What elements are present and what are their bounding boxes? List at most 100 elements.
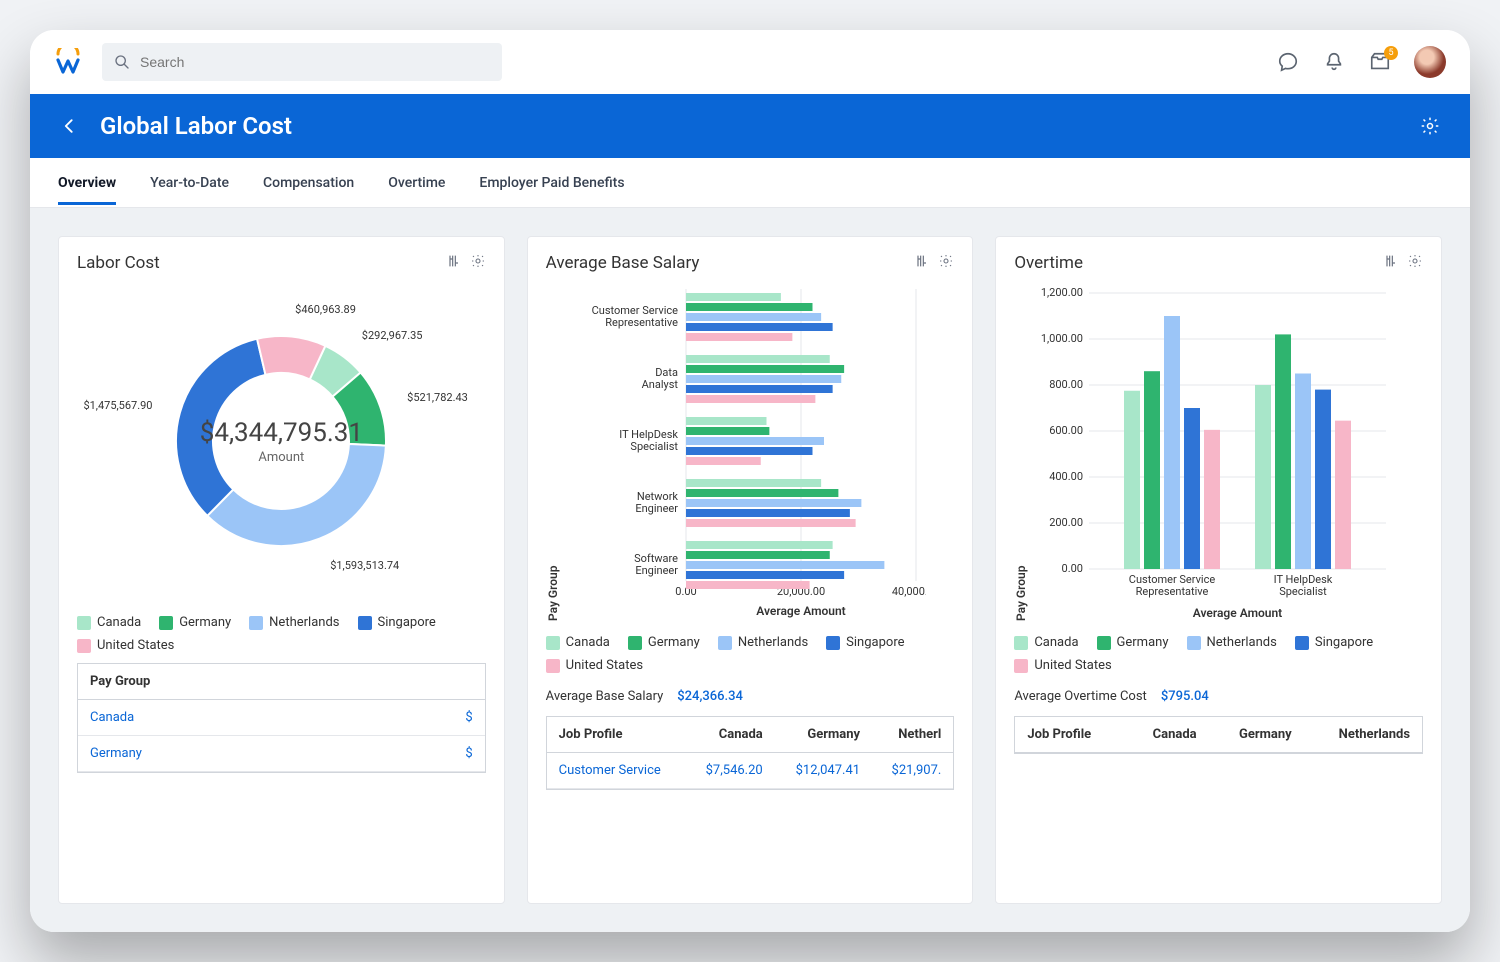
filter-icon[interactable] [1383,253,1399,273]
table-cell[interactable]: $ [375,736,485,772]
legend-label: Singapore [846,635,904,650]
summary-value: $24,366.34 [677,689,743,704]
inbox-badge: 5 [1384,46,1398,60]
legend-item[interactable]: Netherlands [249,615,339,630]
legend-item[interactable]: Canada [546,635,610,650]
donut-center-label: Amount [200,450,363,465]
svg-text:Analyst: Analyst [641,378,678,391]
gear-icon[interactable] [938,253,954,273]
legend-label: Netherlands [269,615,339,630]
tab-employer-paid-benefits[interactable]: Employer Paid Benefits [479,161,624,205]
legend-swatch [249,616,263,630]
app-window: 5 Global Labor Cost OverviewYear-to-Date… [30,30,1470,932]
table-cell[interactable]: $12,047.41 [775,753,872,789]
tab-overtime[interactable]: Overtime [388,161,445,205]
legend-label: United States [1034,658,1111,673]
donut-slice-label: $1,593,513.74 [330,559,399,572]
legend-swatch [546,636,560,650]
table-row: Canada$ [78,700,485,736]
legend-item[interactable]: Germany [159,615,231,630]
search-input[interactable] [140,54,490,70]
legend-item[interactable]: Germany [1097,635,1169,650]
svg-text:600.00: 600.00 [1050,424,1084,437]
legend-label: United States [566,658,643,673]
legend-swatch [628,636,642,650]
svg-text:Average Amount: Average Amount [1193,606,1282,620]
legend-swatch [546,659,560,673]
table-cell[interactable]: Customer Service [547,753,686,789]
legend-item[interactable]: United States [546,658,643,673]
topbar-icons: 5 [1276,46,1446,78]
salary-y-title: Pay Group [546,281,560,621]
legend-label: Germany [179,615,231,630]
avatar[interactable] [1414,46,1446,78]
svg-text:Average Amount: Average Amount [756,604,845,618]
legend-swatch [1295,636,1309,650]
legend-label: Netherlands [1207,635,1277,650]
back-arrow-icon[interactable] [58,114,82,138]
svg-text:Specialist: Specialist [630,440,678,453]
svg-text:800.00: 800.00 [1050,378,1084,391]
legend-item[interactable]: Netherlands [718,635,808,650]
legend-label: Netherlands [738,635,808,650]
svg-text:200.00: 200.00 [1050,516,1084,529]
header-gear-icon[interactable] [1418,114,1442,138]
legend-label: Singapore [1315,635,1373,650]
inbox-icon[interactable]: 5 [1368,50,1392,74]
dashboard-content: Labor Cost $4,344,795.31 Amount $292,967… [30,208,1470,932]
table-cell[interactable]: $7,546.20 [685,753,774,789]
donut-slice-label: $1,475,567.90 [83,399,152,412]
donut-slice-label: $521,782.43 [407,391,468,404]
legend-swatch [826,636,840,650]
legend-swatch [77,639,91,653]
legend-item[interactable]: Canada [77,615,141,630]
legend-item[interactable]: Singapore [358,615,436,630]
legend-item[interactable]: Netherlands [1187,635,1277,650]
search-box[interactable] [102,43,502,81]
legend-label: Canada [566,635,610,650]
workday-logo[interactable] [54,48,82,76]
legend-swatch [1097,636,1111,650]
legend-item[interactable]: Canada [1014,635,1078,650]
legend-swatch [718,636,732,650]
card-overtime: Overtime Pay Group 0.00200.00400.00600.0… [995,236,1442,904]
legend-item[interactable]: Singapore [826,635,904,650]
table-row: Germany$ [78,736,485,772]
legend-item[interactable]: United States [77,638,174,653]
filter-icon[interactable] [914,253,930,273]
svg-text:Specialist: Specialist [1280,585,1328,598]
svg-text:Engineer: Engineer [635,502,678,515]
donut-center-value: $4,344,795.31 [200,418,363,448]
summary-label: Average Overtime Cost [1014,689,1146,704]
legend-item[interactable]: United States [1014,658,1111,673]
card-title: Overtime [1014,253,1083,273]
legend: Canada Germany Netherlands Singapore United … [77,601,486,663]
legend: Canada Germany Netherlands Singapore United … [1014,621,1423,683]
svg-text:Engineer: Engineer [635,564,678,577]
table-row: Customer Service$7,546.20$12,047.41$21,9… [547,753,954,789]
summary-value: $795.04 [1161,689,1209,704]
gear-icon[interactable] [470,253,486,273]
table-cell[interactable]: Canada [78,700,375,736]
chat-icon[interactable] [1276,50,1300,74]
tab-compensation[interactable]: Compensation [263,161,354,205]
filter-icon[interactable] [446,253,462,273]
legend-item[interactable]: Germany [628,635,700,650]
card-avg-salary: Average Base Salary Pay Group 0.0020,000… [527,236,974,904]
table-cell[interactable]: $21,907. [872,753,953,789]
bell-icon[interactable] [1322,50,1346,74]
legend-label: Canada [1034,635,1078,650]
search-icon [114,54,130,70]
gear-icon[interactable] [1407,253,1423,273]
donut-chart: $4,344,795.31 Amount $292,967.35$521,782… [77,281,486,601]
legend-swatch [358,616,372,630]
card-labor-cost: Labor Cost $4,344,795.31 Amount $292,967… [58,236,505,904]
table-cell[interactable]: $ [375,700,485,736]
legend-swatch [1014,659,1028,673]
tab-overview[interactable]: Overview [58,161,116,205]
legend-item[interactable]: Singapore [1295,635,1373,650]
table-cell[interactable]: Germany [78,736,375,772]
svg-text:Representative: Representative [605,316,678,329]
legend-label: Canada [97,615,141,630]
tab-year-to-date[interactable]: Year-to-Date [150,161,229,205]
